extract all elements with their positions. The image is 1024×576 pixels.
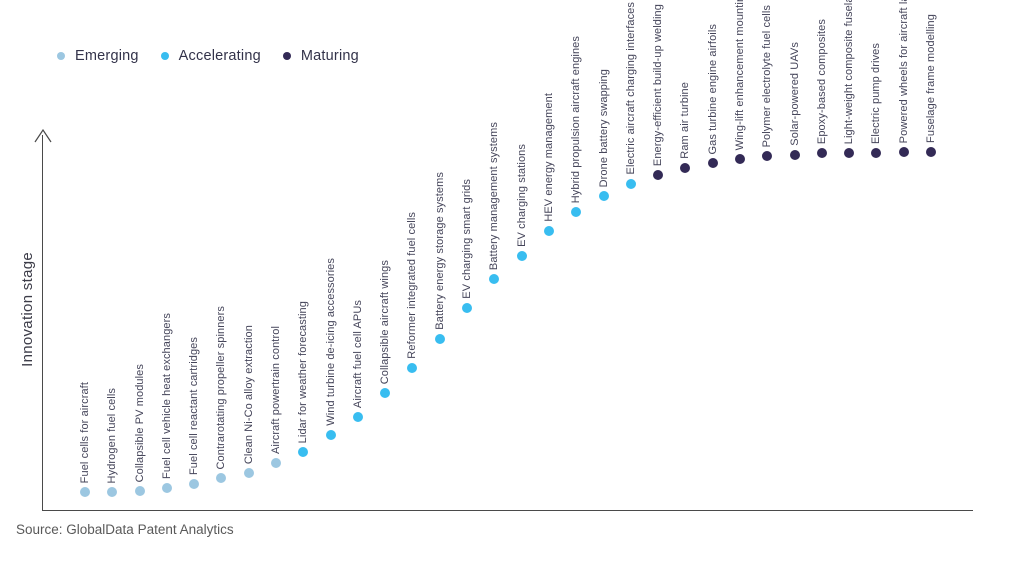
data-point-dot [816, 148, 827, 159]
data-point-dot [571, 207, 582, 218]
data-point-dot [653, 169, 664, 180]
legend-dot-icon [282, 52, 291, 60]
y-axis-line [42, 135, 43, 510]
legend-item-emerging: Emerging [57, 48, 139, 64]
data-point-dot [543, 226, 554, 237]
legend-item-maturing: Maturing [282, 48, 359, 64]
data-point-dot [243, 468, 254, 479]
data-point-label: Polymer electrolyte fuel cells [761, 4, 774, 147]
data-point-dot [734, 154, 745, 165]
data-point-label: EV charging smart grids [461, 179, 474, 300]
data-point-dot [925, 147, 936, 157]
legend-dot-icon [160, 52, 169, 60]
data-point-label: Aircraft powertrain control [270, 326, 283, 455]
data-point-label: Electric pump drives [870, 43, 883, 145]
data-point-dot [489, 274, 500, 285]
data-point-dot [898, 147, 909, 157]
data-point-dot [844, 148, 855, 159]
data-point-label: Powered wheels for aircraft landing [897, 0, 910, 143]
x-axis-line [42, 510, 973, 511]
data-point-dot [625, 178, 636, 189]
legend: Emerging Accelerating Maturing [57, 48, 359, 64]
legend-label: Emerging [75, 48, 139, 64]
data-point-dot [189, 478, 200, 489]
data-point-dot [380, 387, 391, 398]
y-axis-arrow-icon [34, 129, 52, 143]
data-point-dot [325, 430, 336, 441]
data-point-dot [107, 487, 118, 498]
data-point-label: Collapsible aircraft wings [379, 259, 392, 384]
data-point-dot [462, 303, 473, 314]
data-point-dot [216, 473, 227, 484]
data-point-label: Wing-lift enhancement mountings [733, 0, 746, 151]
data-point-label: Electric aircraft charging interfaces [624, 2, 637, 175]
data-point-dot [80, 487, 90, 498]
data-point-label: Battery energy storage systems [433, 172, 446, 330]
data-point-label: Lidar for weather forecasting [297, 300, 310, 444]
data-point-dot [871, 148, 882, 159]
data-point-dot [707, 158, 718, 169]
data-point-dot [434, 333, 445, 344]
data-point-label: Fuel cell vehicle heat exchangers [160, 313, 173, 480]
data-point-dot [161, 483, 172, 494]
legend-item-accelerating: Accelerating [160, 48, 261, 64]
data-point-dot [762, 150, 773, 161]
data-point-label: Fuel cell reactant cartridges [188, 336, 201, 475]
data-point-label: EV charging stations [515, 144, 528, 248]
data-point-label: Reformer integrated fuel cells [406, 212, 419, 359]
legend-label: Maturing [300, 48, 359, 64]
data-point-label: Gas turbine engine airfoils [706, 23, 719, 155]
data-point-label: Wind turbine de-icing accessories [324, 258, 337, 427]
data-point-dot [134, 486, 145, 497]
data-point-label: Clean Ni-Co alloy extraction [242, 325, 255, 465]
data-point-label: Fuselage frame modelling [924, 14, 937, 143]
data-point-dot [680, 163, 691, 174]
data-point-dot [271, 458, 282, 469]
data-point-dot [789, 149, 800, 160]
data-point-label: Solar-powered UAVs [788, 42, 801, 146]
data-point-label: Epoxy-based composites [815, 18, 828, 145]
legend-label: Accelerating [178, 48, 261, 64]
source-credit: Source: GlobalData Patent Analytics [16, 522, 234, 537]
data-point-dot [298, 447, 309, 457]
data-point-label: Aircraft fuel cell APUs [351, 299, 364, 408]
data-point-label: Fuel cells for aircraft [79, 381, 91, 484]
data-point-label: Contrarotating propeller spinners [215, 305, 228, 470]
data-point-label: Collapsible PV modules [133, 363, 146, 483]
data-point-dot [352, 411, 363, 422]
data-point-label: Hydrogen fuel cells [106, 387, 119, 484]
y-axis-label: Innovation stage [19, 252, 36, 367]
data-point-label: Ram air turbine [679, 82, 692, 160]
data-point-dot [407, 362, 418, 373]
data-point-dot [598, 191, 609, 202]
data-point-label: Battery management systems [488, 121, 501, 271]
data-point-label: Light-weight composite fuselage [843, 0, 856, 145]
data-point-dot [516, 251, 527, 262]
data-point-label: Energy-efficient build-up welding [652, 3, 665, 166]
data-point-label: HEV energy management [542, 93, 555, 223]
legend-dot-icon [57, 52, 65, 60]
data-point-label: Drone battery swapping [597, 68, 610, 188]
data-point-label: Hybrid propulsion aircraft engines [570, 35, 583, 204]
